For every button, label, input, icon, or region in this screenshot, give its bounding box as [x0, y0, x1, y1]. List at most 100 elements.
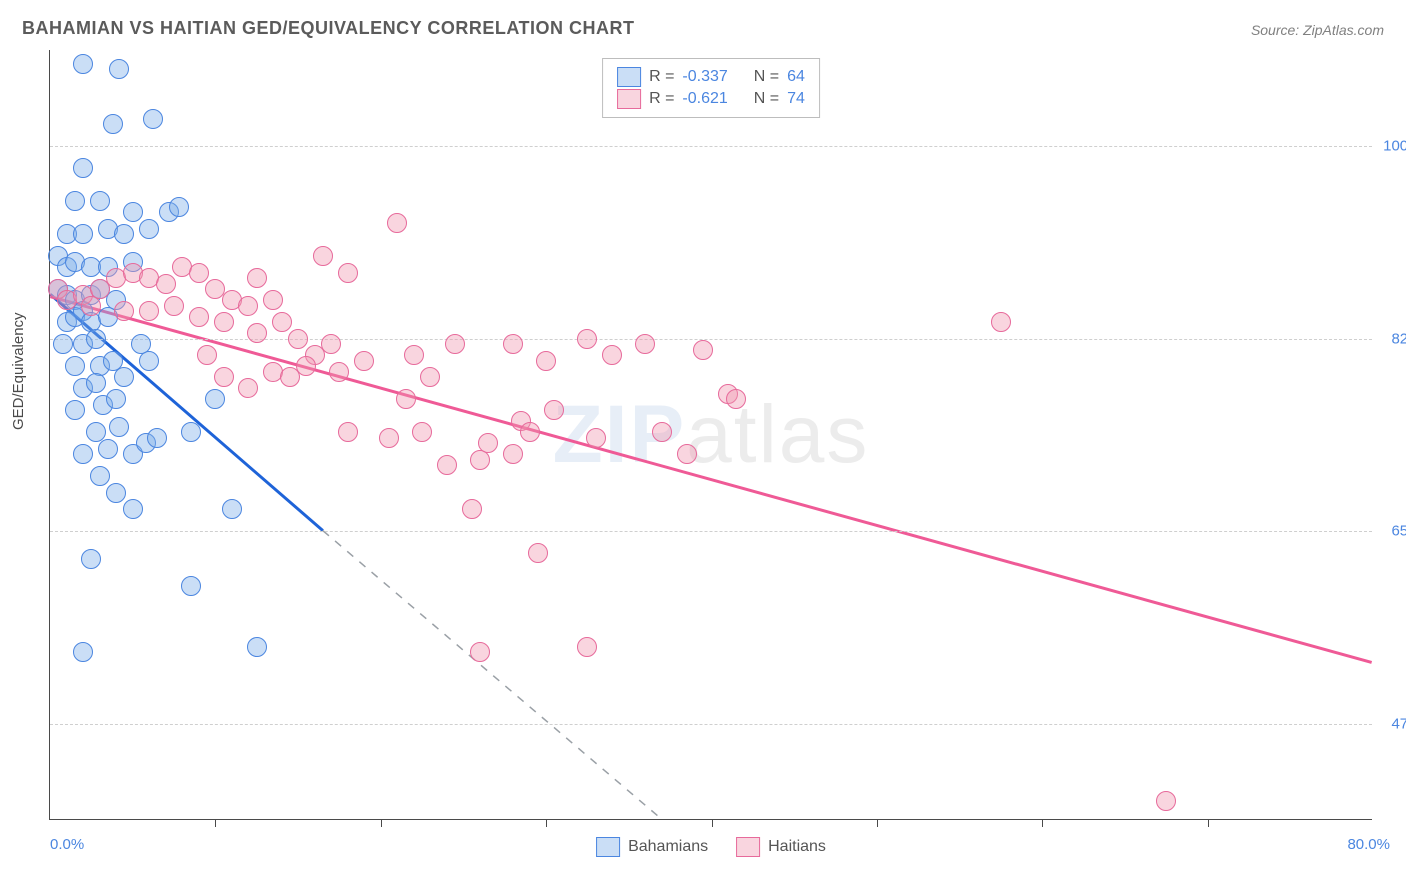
x-min-label: 0.0% [50, 836, 84, 853]
x-tick [712, 819, 713, 827]
data-point [412, 422, 432, 442]
data-point [114, 301, 134, 321]
legend-label: Bahamians [628, 838, 708, 856]
gridline [50, 146, 1372, 147]
data-point [156, 274, 176, 294]
data-point [81, 549, 101, 569]
data-point [139, 301, 159, 321]
data-point [577, 637, 597, 657]
data-point [1156, 791, 1176, 811]
data-point [181, 576, 201, 596]
gridline [50, 724, 1372, 725]
data-point [503, 444, 523, 464]
data-point [520, 422, 540, 442]
data-point [73, 158, 93, 178]
data-point [106, 483, 126, 503]
data-point [53, 334, 73, 354]
chart-title: BAHAMIAN VS HAITIAN GED/EQUIVALENCY CORR… [22, 18, 635, 39]
data-point [652, 422, 672, 442]
legend-stat-row: R = -0.337 N = 64 [617, 67, 805, 87]
data-point [109, 59, 129, 79]
legend-series: Bahamians Haitians [596, 837, 826, 857]
x-tick [1208, 819, 1209, 827]
data-point [106, 389, 126, 409]
data-point [329, 362, 349, 382]
data-point [445, 334, 465, 354]
data-point [98, 439, 118, 459]
data-point [86, 373, 106, 393]
data-point [73, 642, 93, 662]
data-point [536, 351, 556, 371]
data-point [181, 422, 201, 442]
data-point [189, 307, 209, 327]
legend-swatch [736, 837, 760, 857]
trend-lines [50, 50, 1372, 819]
n-value: 74 [787, 90, 805, 108]
y-tick-label: 65.0% [1391, 523, 1406, 540]
data-point [123, 202, 143, 222]
watermark-thin: atlas [686, 389, 869, 480]
data-point [197, 345, 217, 365]
data-point [354, 351, 374, 371]
data-point [991, 312, 1011, 332]
data-point [189, 263, 209, 283]
r-label: R = [649, 68, 674, 86]
data-point [503, 334, 523, 354]
legend-stats: R = -0.337 N = 64 R = -0.621 N = 74 [602, 58, 820, 118]
source-label: Source: ZipAtlas.com [1251, 22, 1384, 38]
data-point [90, 191, 110, 211]
data-point [65, 400, 85, 420]
data-point [470, 450, 490, 470]
data-point [123, 499, 143, 519]
data-point [396, 389, 416, 409]
data-point [288, 329, 308, 349]
x-tick [877, 819, 878, 827]
data-point [577, 329, 597, 349]
gridline [50, 531, 1372, 532]
data-point [528, 543, 548, 563]
n-label: N = [754, 68, 779, 86]
data-point [379, 428, 399, 448]
data-point [726, 389, 746, 409]
data-point [65, 191, 85, 211]
data-point [313, 246, 333, 266]
data-point [263, 290, 283, 310]
data-point [321, 334, 341, 354]
data-point [143, 109, 163, 129]
data-point [404, 345, 424, 365]
data-point [73, 224, 93, 244]
data-point [635, 334, 655, 354]
data-point [462, 499, 482, 519]
n-label: N = [754, 90, 779, 108]
data-point [247, 637, 267, 657]
legend-swatch [596, 837, 620, 857]
data-point [677, 444, 697, 464]
r-value: -0.337 [682, 68, 727, 86]
data-point [280, 367, 300, 387]
data-point [214, 367, 234, 387]
x-tick [215, 819, 216, 827]
data-point [222, 499, 242, 519]
data-point [338, 263, 358, 283]
data-point [86, 329, 106, 349]
data-point [238, 378, 258, 398]
scatter-plot: ZIPatlas R = -0.337 N = 64 R = -0.621 N … [49, 50, 1372, 820]
data-point [544, 400, 564, 420]
data-point [602, 345, 622, 365]
legend-item: Haitians [736, 837, 826, 857]
y-axis-title: GED/Equivalency [10, 312, 27, 430]
data-point [247, 268, 267, 288]
data-point [338, 422, 358, 442]
x-tick [381, 819, 382, 827]
data-point [272, 312, 292, 332]
y-tick-label: 47.5% [1391, 715, 1406, 732]
data-point [238, 296, 258, 316]
data-point [693, 340, 713, 360]
data-point [247, 323, 267, 343]
data-point [437, 455, 457, 475]
legend-swatch [617, 67, 641, 87]
data-point [73, 444, 93, 464]
data-point [296, 356, 316, 376]
y-tick-label: 82.5% [1391, 330, 1406, 347]
data-point [103, 114, 123, 134]
